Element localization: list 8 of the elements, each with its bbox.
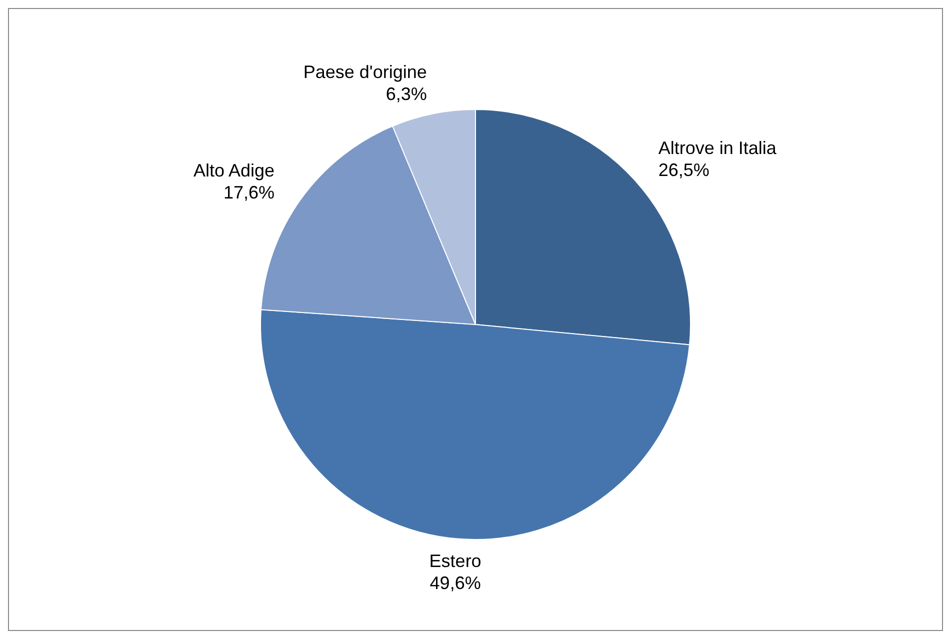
slice-label: Estero <box>429 550 482 571</box>
data-label: 6,3% <box>386 84 427 104</box>
data-label: 26,5% <box>658 160 710 180</box>
slice-label: Altrove in Italia <box>658 138 778 158</box>
slice-label: Paese d'origine <box>303 62 427 82</box>
data-label: 49,6% <box>430 572 481 593</box>
slice-label: Alto Adige <box>194 160 275 180</box>
data-label: 17,6% <box>224 182 275 202</box>
